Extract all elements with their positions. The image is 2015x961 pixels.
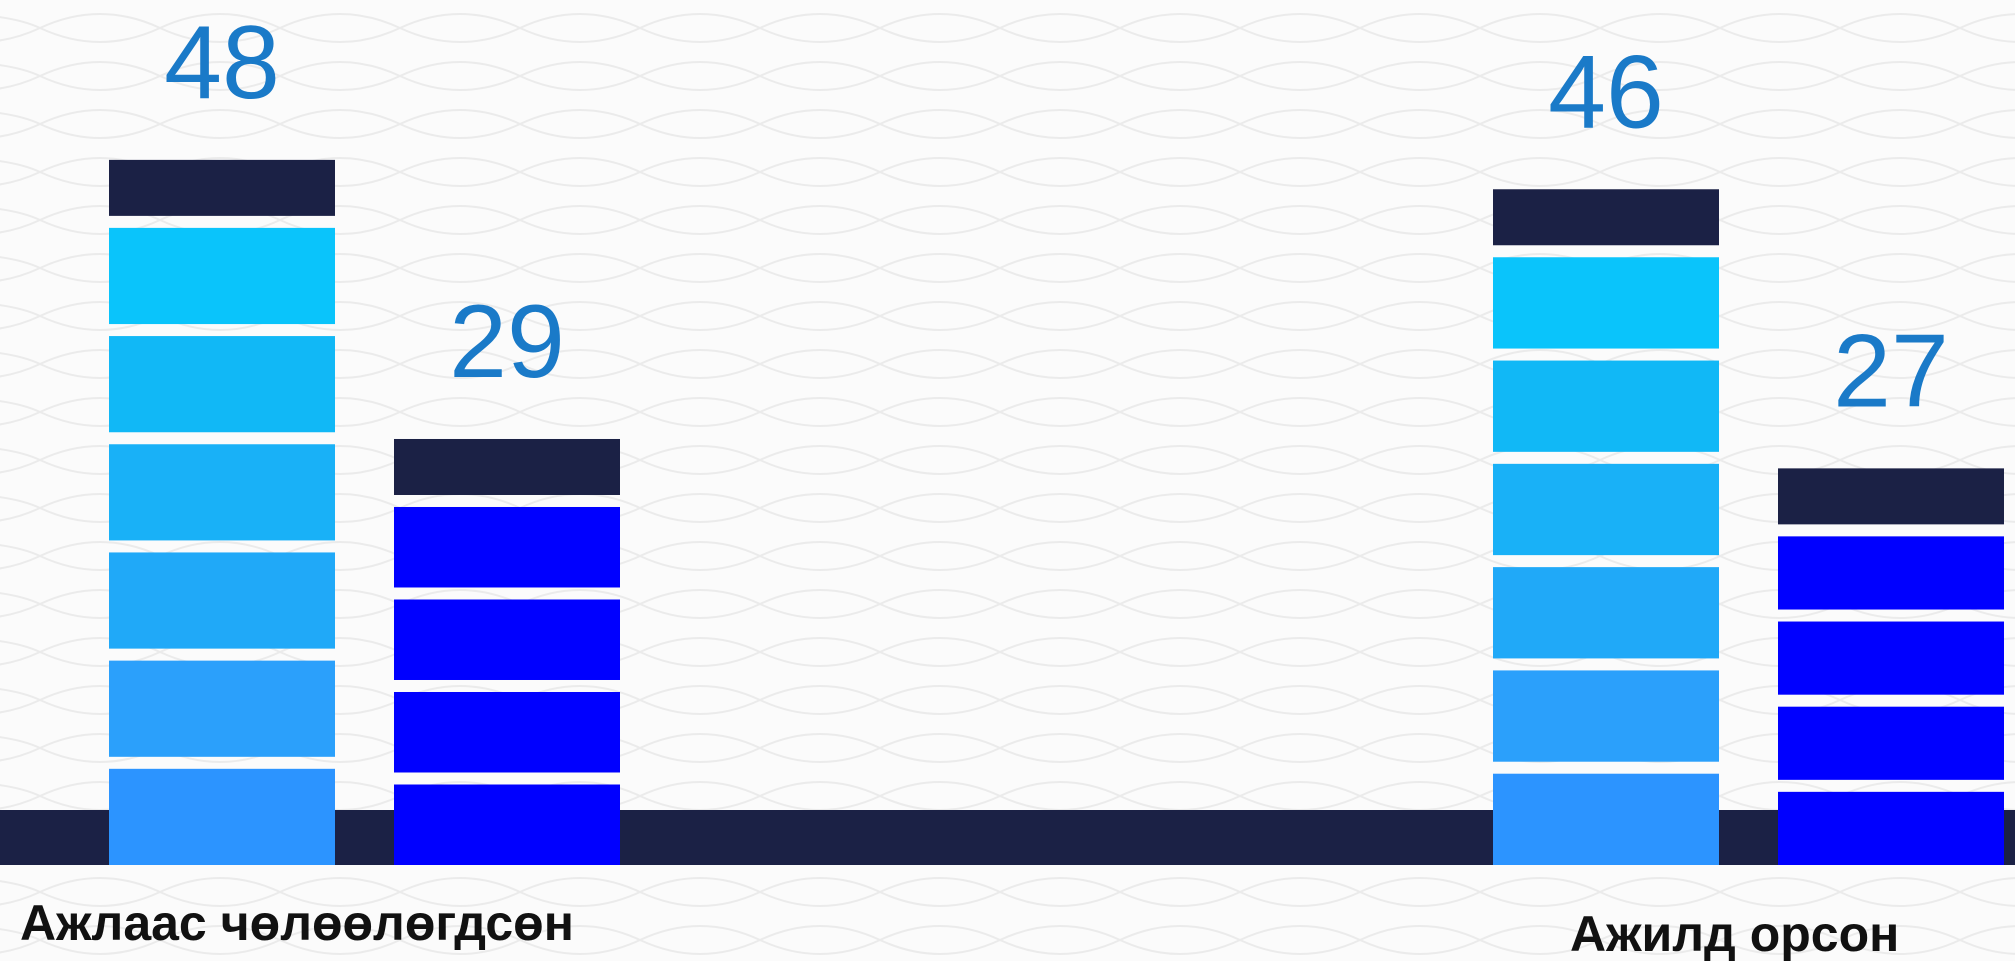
bar-segment-block [1493, 257, 1719, 349]
wave-line [0, 13, 2015, 43]
bar-segment-block [1778, 791, 2004, 865]
bar-segment-block [109, 768, 335, 865]
bar-segment-block [1778, 621, 2004, 695]
bar-segment-block [394, 691, 620, 773]
bar-series-2-1 [394, 438, 620, 865]
bar-segment-block [1493, 773, 1719, 865]
bar-segment-block [394, 506, 620, 588]
bar-series-2-2 [1778, 468, 2004, 865]
bar-segment-block [1493, 463, 1719, 556]
bar-segment-block [1778, 536, 2004, 610]
bar-cap-block [109, 159, 335, 216]
bar-segment-block [394, 784, 620, 865]
bar-segment-block [109, 552, 335, 649]
bar-segment-block [109, 660, 335, 757]
category-label: Ажилд орсон [1570, 906, 1899, 961]
wave-line [0, 61, 2015, 91]
bar-segment-block [1778, 706, 2004, 780]
bar-segment-block [109, 227, 335, 325]
data-label: 29 [449, 284, 565, 400]
bar-segment-block [109, 444, 335, 541]
category-label: Ажлаас чөлөөлөгдсөн [20, 895, 574, 951]
data-label: 46 [1548, 34, 1664, 150]
wave-line [0, 925, 2015, 955]
bar-segment-block [1493, 670, 1719, 762]
wave-line [0, 301, 2015, 331]
wave-line [0, 877, 2015, 907]
bar-series-1-1 [109, 159, 335, 865]
wave-line [0, 733, 2015, 763]
data-label: 48 [164, 5, 280, 121]
bar-cap-block [394, 438, 620, 495]
bar-segment-block [1493, 360, 1719, 452]
bar-cap-block [1778, 468, 2004, 525]
wave-line [0, 109, 2015, 139]
bar-series-1-2 [1493, 189, 1719, 865]
bar-segment-block [109, 336, 335, 433]
data-label: 27 [1833, 313, 1949, 429]
bar-cap-block [1493, 189, 1719, 246]
bar-segment-block [394, 599, 620, 680]
bar-segment-block [1493, 567, 1719, 659]
